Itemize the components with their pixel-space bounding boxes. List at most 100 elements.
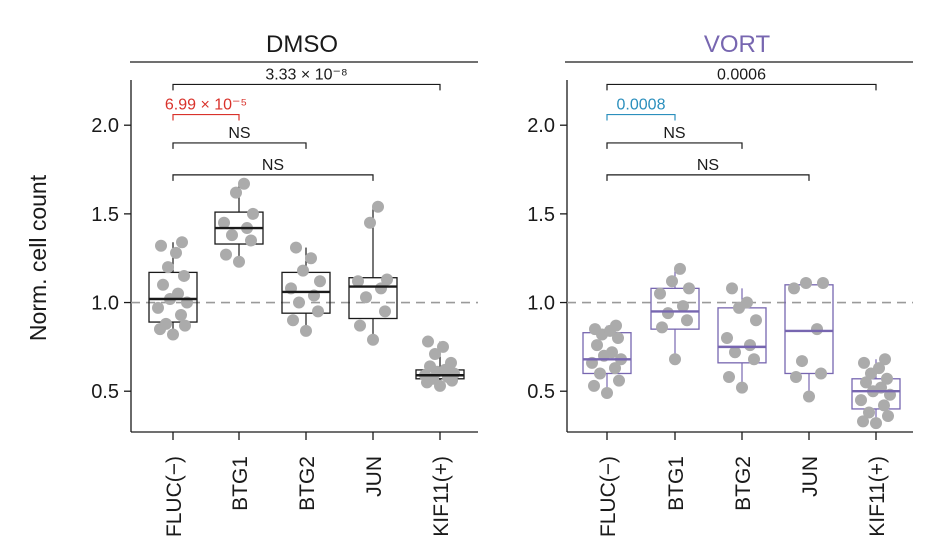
data-point: [741, 296, 753, 309]
data-point: [445, 356, 457, 369]
data-point: [157, 278, 169, 291]
data-point: [613, 374, 625, 387]
data-point: [656, 321, 668, 334]
panel-title-dmso: DMSO: [266, 31, 338, 58]
x-tick-label-group: BTG2: [732, 456, 755, 511]
data-point: [372, 200, 384, 213]
x-tick-label-group: FLUC(−): [163, 456, 186, 537]
data-point: [162, 261, 174, 274]
data-point: [588, 379, 600, 392]
data-point: [179, 319, 191, 332]
data-point: [172, 287, 184, 300]
x-tick-label: FLUC(−): [597, 456, 620, 537]
y-tick-label: 0.5: [91, 381, 119, 403]
x-tick-label: BTG2: [296, 456, 319, 511]
data-point: [429, 347, 441, 360]
x-tick-label-group: KIF11(+): [866, 456, 889, 537]
data-point: [226, 229, 238, 242]
significance-label: NS: [697, 157, 719, 174]
data-point: [175, 308, 187, 321]
data-point: [152, 301, 164, 314]
panel-title-vort: VORT: [704, 31, 771, 58]
box-vort-3: [784, 284, 834, 375]
data-point: [601, 386, 613, 399]
significance-bracket: [172, 113, 240, 121]
significance-label: 6.99 × 10⁻⁵: [165, 97, 247, 114]
y-axis-label: Norm. cell count: [25, 174, 51, 341]
significance-bracket: [172, 142, 307, 149]
data-point: [726, 282, 738, 295]
significance-bracket: [606, 174, 810, 181]
data-point: [178, 269, 190, 282]
data-point: [170, 246, 182, 259]
data-point: [878, 399, 890, 412]
data-point: [245, 234, 257, 247]
data-point: [218, 216, 230, 229]
box-vort-4: [851, 378, 901, 410]
y-tick-label: 0.5: [527, 381, 555, 403]
significance-label: 0.0008: [617, 97, 666, 114]
data-point: [609, 362, 621, 375]
data-point: [238, 177, 250, 190]
significance-bracket: [172, 174, 374, 181]
data-point: [674, 262, 686, 275]
data-point: [424, 360, 436, 373]
data-point: [591, 339, 603, 352]
x-tick-label: FLUC(−): [163, 456, 186, 537]
data-point: [287, 314, 299, 327]
x-tick-label-group: BTG1: [229, 456, 252, 511]
y-axis-label-group: Norm. cell count: [25, 174, 51, 341]
data-point: [167, 328, 179, 341]
data-point: [723, 371, 735, 384]
data-point: [683, 282, 695, 295]
data-point: [736, 381, 748, 394]
significance-label: NS: [663, 125, 685, 142]
data-point: [873, 362, 885, 375]
data-point: [375, 282, 387, 295]
panel-dmso: DMSO 0.5 1.0 1.5 2.0 FLUC(−) BTG1 BTG2 JUN KIF11(…: [91, 31, 478, 537]
significance-label: 0.0006: [717, 66, 766, 83]
x-tick-label-group: BTG1: [665, 456, 688, 511]
box-vort-1: [650, 287, 700, 330]
data-point: [290, 241, 302, 254]
x-tick-label-group: FLUC(−): [597, 456, 620, 537]
x-tick-label: JUN: [363, 456, 386, 497]
data-point: [247, 207, 259, 220]
data-point: [858, 356, 870, 369]
data-point: [796, 355, 808, 368]
data-point: [314, 275, 326, 288]
data-point: [803, 390, 815, 403]
data-point: [855, 394, 867, 407]
data-point: [800, 277, 812, 290]
data-point: [669, 353, 681, 366]
data-point: [750, 314, 762, 327]
data-point: [860, 376, 872, 389]
data-point: [654, 287, 666, 300]
data-point: [300, 324, 312, 337]
data-point: [729, 346, 741, 359]
data-point: [863, 406, 875, 419]
data-point: [857, 415, 869, 428]
y-tick-label: 2.0: [527, 115, 555, 137]
x-tick-label: KIF11(+): [430, 456, 453, 537]
significance-bracket: [172, 83, 441, 91]
panel-vort: VORT 0.5 1.0 1.5 2.0 FLUC(−) BTG1 BTG2 JUN KIF11(…: [527, 31, 913, 537]
data-point: [352, 275, 364, 288]
data-point: [155, 239, 167, 252]
x-tick-label-group: JUN: [363, 456, 386, 497]
data-point: [666, 275, 678, 288]
data-point: [293, 296, 305, 309]
data-point: [367, 333, 379, 346]
y-tick-label: 2.0: [91, 115, 119, 137]
data-point: [677, 300, 689, 313]
significance-bracket: [606, 83, 877, 91]
box-dmso-3: [348, 277, 398, 320]
data-point: [721, 332, 733, 345]
data-point: [788, 282, 800, 295]
x-tick-label: BTG2: [732, 456, 755, 511]
box-dmso-0: [148, 271, 198, 323]
significance-bracket: [606, 113, 676, 121]
data-point: [422, 335, 434, 348]
data-point: [870, 417, 882, 430]
